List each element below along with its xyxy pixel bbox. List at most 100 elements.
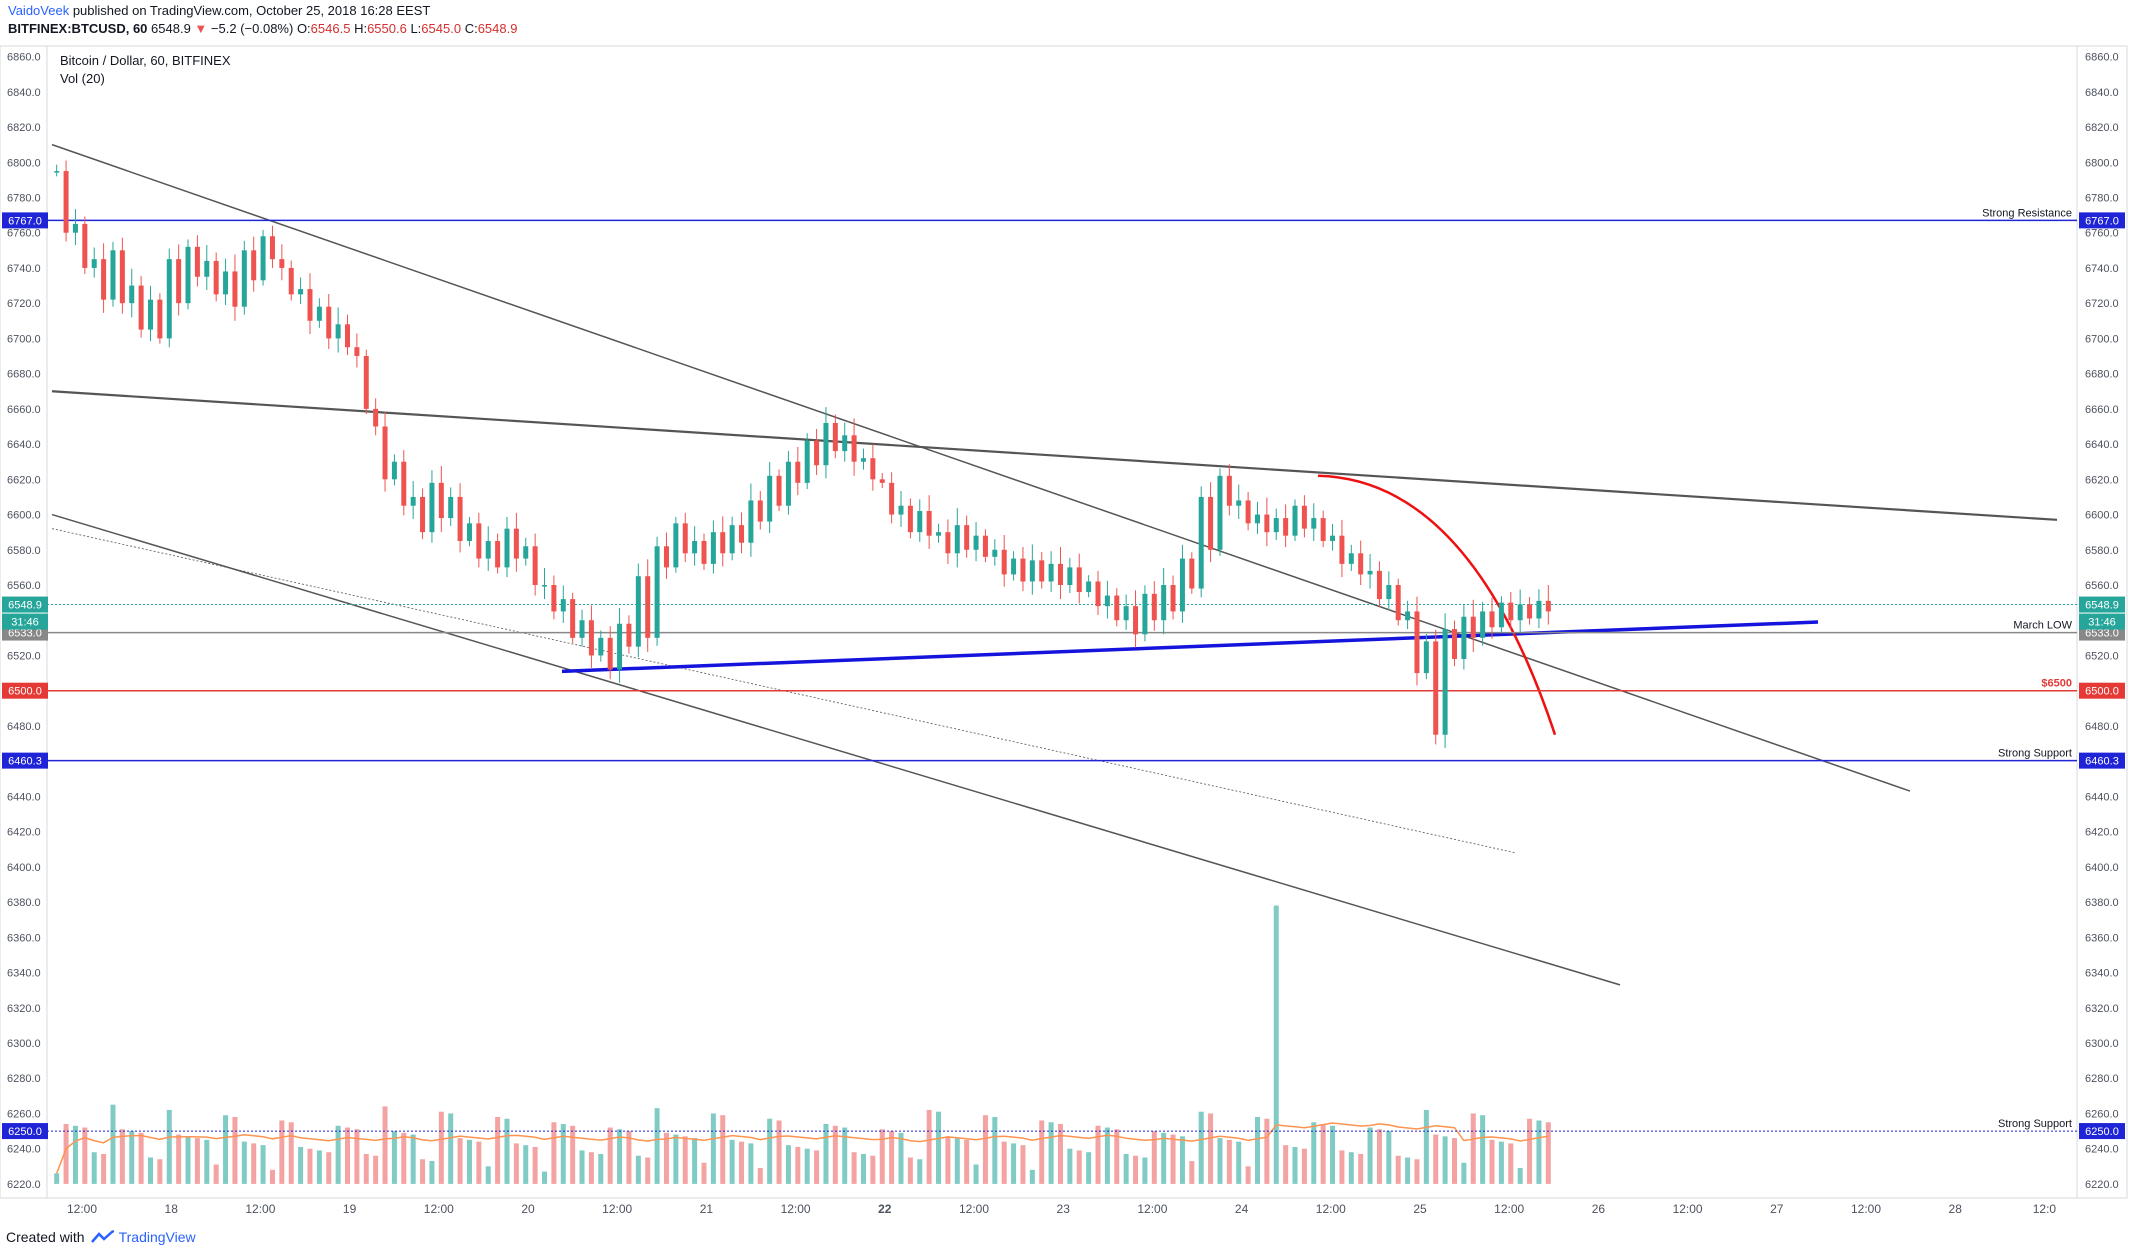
candle-body bbox=[91, 259, 97, 268]
y-tick-left: 6840.0 bbox=[7, 87, 41, 99]
open-label: O: bbox=[296, 21, 311, 36]
y-tick-left: 6800.0 bbox=[7, 157, 41, 169]
volume-bar bbox=[1395, 1155, 1401, 1184]
volume-bar bbox=[251, 1143, 257, 1184]
volume-bar bbox=[1527, 1118, 1533, 1184]
candle-body bbox=[710, 532, 716, 564]
candle-body bbox=[138, 285, 144, 330]
volume-bar bbox=[1442, 1136, 1448, 1184]
x-tick-label: 12:00 bbox=[959, 1202, 989, 1216]
y-tick-right: 6300.0 bbox=[2085, 1038, 2119, 1050]
right-price-scale[interactable] bbox=[2076, 45, 2128, 1199]
volume-bar bbox=[682, 1136, 688, 1184]
candle-body bbox=[832, 422, 838, 452]
x-tick-label: 12:00 bbox=[1316, 1202, 1346, 1216]
close-value: 6548.9 bbox=[477, 21, 518, 36]
candle-body bbox=[63, 171, 69, 233]
candle-body bbox=[1311, 518, 1317, 529]
author-link[interactable]: VaidoVeek bbox=[8, 3, 70, 18]
volume-bar bbox=[223, 1115, 229, 1184]
volume-bar bbox=[1433, 1134, 1439, 1184]
candle-body bbox=[401, 461, 407, 506]
volume-bar bbox=[485, 1166, 491, 1184]
price-tag-text: 6250.0 bbox=[8, 1126, 42, 1138]
volume-bar bbox=[551, 1122, 557, 1184]
countdown-text: 31:46 bbox=[2088, 617, 2116, 629]
volume-bar bbox=[1508, 1143, 1514, 1184]
volume-bar bbox=[1376, 1129, 1382, 1184]
candle-body bbox=[879, 479, 885, 483]
candle-body bbox=[617, 623, 623, 670]
volume-bar bbox=[401, 1132, 407, 1184]
candle-body bbox=[1367, 570, 1373, 575]
volume-bar bbox=[72, 1125, 78, 1184]
tradingview-brand[interactable]: TradingView bbox=[90, 1229, 196, 1245]
candle-body bbox=[870, 458, 876, 480]
price-tag-text: 6460.3 bbox=[2085, 756, 2119, 768]
trendline-lower-channel bbox=[51, 513, 1621, 986]
volume-bar bbox=[1208, 1113, 1214, 1184]
volume-bar bbox=[1367, 1127, 1373, 1184]
volume-bar bbox=[1217, 1138, 1223, 1184]
volume-bar bbox=[532, 1146, 538, 1184]
countdown-text: 31:46 bbox=[11, 617, 39, 629]
candle-body bbox=[1545, 600, 1551, 612]
candle-body bbox=[279, 259, 285, 268]
low-value: 6545.0 bbox=[421, 21, 462, 36]
candle-body bbox=[1358, 553, 1364, 575]
volume-bar bbox=[701, 1162, 707, 1184]
price-chart[interactable]: Bitcoin / Dollar, 60, BITFINEX Vol (20) … bbox=[0, 40, 2129, 1225]
volume-bar bbox=[795, 1146, 801, 1184]
x-tick-label: 18 bbox=[165, 1202, 179, 1216]
y-tick-right: 6600.0 bbox=[2085, 510, 2119, 522]
trend-lines[interactable] bbox=[51, 143, 2058, 986]
volume-bar bbox=[316, 1150, 322, 1184]
y-tick-left: 6720.0 bbox=[7, 298, 41, 310]
x-tick-label: 27 bbox=[1770, 1202, 1784, 1216]
y-tick-right: 6360.0 bbox=[2085, 932, 2119, 944]
candle-body bbox=[1151, 593, 1157, 621]
volume-bar bbox=[1133, 1155, 1139, 1184]
symbol-label: BITFINEX:BTCUSD, 60 bbox=[8, 21, 148, 36]
candle-body bbox=[1423, 641, 1429, 674]
candle-body bbox=[223, 271, 229, 295]
y-tick-left: 6760.0 bbox=[7, 228, 41, 240]
price-tag-left bbox=[2, 752, 48, 769]
y-tick-left: 6680.0 bbox=[7, 369, 41, 381]
volume-bar bbox=[495, 1116, 501, 1184]
candle-body bbox=[335, 324, 341, 339]
candle-body bbox=[1170, 585, 1176, 612]
trendline-descending-resistance bbox=[51, 390, 2058, 521]
volume-bar bbox=[1151, 1131, 1157, 1184]
price-tag-text: 6767.0 bbox=[2085, 215, 2119, 227]
candle-body bbox=[1433, 641, 1439, 735]
horizontal-levels[interactable]: Strong Resistance March LOW $6500 Strong Su… bbox=[47, 207, 2077, 1132]
candle-body bbox=[1048, 563, 1054, 582]
y-tick-left: 6340.0 bbox=[7, 968, 41, 980]
level-label: Strong Support bbox=[1998, 1118, 2072, 1130]
candles bbox=[54, 160, 1551, 748]
volume-bar bbox=[964, 1139, 970, 1184]
y-tick-left: 6360.0 bbox=[7, 932, 41, 944]
candle-body bbox=[476, 523, 482, 559]
candle-body bbox=[1226, 475, 1232, 506]
y-tick-right: 6660.0 bbox=[2085, 404, 2119, 416]
volume-bar bbox=[1386, 1131, 1392, 1184]
high-value: 6550.6 bbox=[367, 21, 407, 36]
candle-body bbox=[635, 576, 641, 647]
candle-body bbox=[851, 435, 857, 462]
volume-bar bbox=[157, 1159, 163, 1184]
volume-bar bbox=[982, 1115, 988, 1184]
candle-body bbox=[1104, 595, 1110, 607]
y-tick-right: 6560.0 bbox=[2085, 580, 2119, 592]
volume-bar bbox=[720, 1115, 726, 1184]
volume-bar bbox=[1086, 1152, 1092, 1184]
close-label: C: bbox=[464, 21, 478, 36]
candle-body bbox=[1405, 611, 1411, 621]
volume-bar bbox=[1330, 1125, 1336, 1184]
y-tick-left: 6440.0 bbox=[7, 791, 41, 803]
candle-body bbox=[354, 347, 360, 357]
candle-body bbox=[1254, 514, 1260, 524]
y-tick-right: 6680.0 bbox=[2085, 369, 2119, 381]
volume-bar bbox=[363, 1153, 369, 1184]
